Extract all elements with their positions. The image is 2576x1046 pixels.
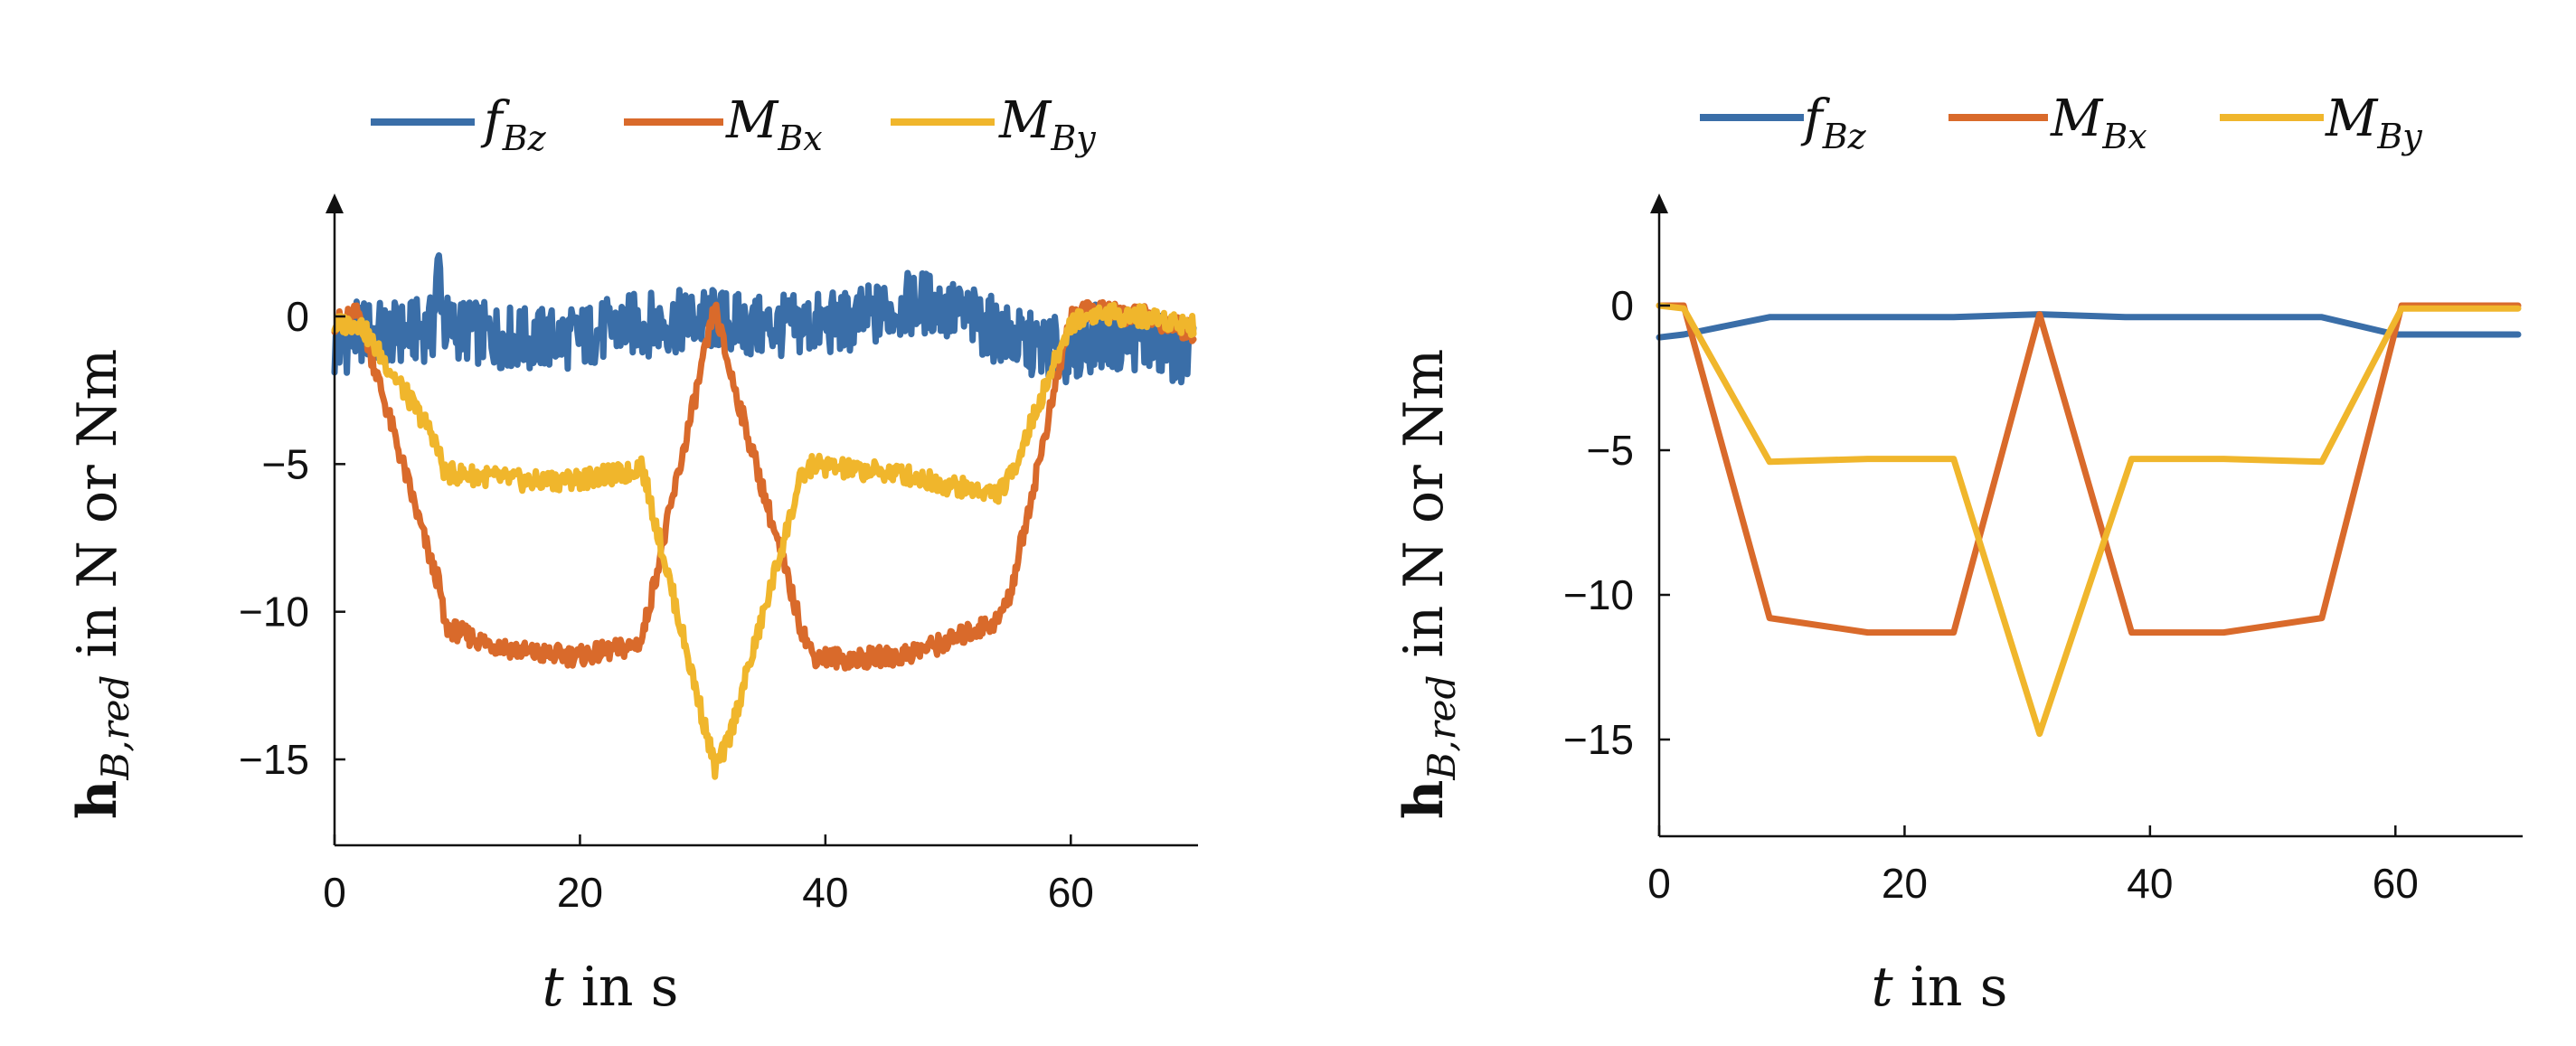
y-axis-arrow-icon: [326, 193, 344, 213]
y-tick-label: 0: [286, 293, 309, 340]
x-tick-label: 40: [802, 869, 848, 916]
series-line-m-by: [331, 301, 1197, 780]
axes: [326, 193, 1198, 847]
x-tick-label: 60: [1048, 869, 1094, 916]
legend-label: M: [998, 91, 1052, 150]
ticks: 0 −5 −10 −15 0 20 40 60: [239, 293, 1094, 916]
x-tick-label: 20: [557, 869, 603, 916]
svg-text:MBx: MBx: [725, 91, 823, 158]
x-tick-label: 60: [2373, 860, 2419, 907]
y-tick-label: −15: [239, 736, 309, 783]
x-axis-label: t in s: [1872, 956, 2008, 1019]
y-axis-arrow-icon: [1650, 193, 1668, 213]
y-tick-label: −10: [1563, 571, 1634, 618]
x-tick-label: 0: [1647, 860, 1671, 907]
right-chart: fBz MBx MBy hB,red in N or Nm t in s 0−5…: [1392, 90, 2523, 1019]
x-tick-label: 0: [323, 869, 346, 916]
y-tick-label: −15: [1563, 716, 1634, 763]
legend-label: M: [2050, 90, 2104, 148]
y-tick-label: −5: [262, 440, 309, 487]
plot-area: [1656, 302, 2522, 738]
y-axis-label: hB,red in N or Nm: [1392, 349, 1464, 820]
legend-label: M: [725, 91, 779, 150]
series-line-m-bx: [1656, 302, 2522, 636]
series-line-m-bx: [331, 298, 1197, 672]
y-tick-label: −5: [1587, 427, 1634, 474]
svg-text:fBz: fBz: [480, 91, 547, 158]
legend-entry: MBx: [1949, 90, 2147, 156]
plot-area: [331, 252, 1197, 780]
x-axis-label: t in s: [543, 956, 679, 1019]
legend-label: M: [2325, 90, 2379, 148]
svg-text:MBx: MBx: [2050, 90, 2147, 156]
x-tick-label: 40: [2127, 860, 2173, 907]
legend-label-sub: Bx: [2101, 117, 2147, 156]
legend-label-sub: By: [1050, 118, 1096, 158]
legend-entry: MBy: [891, 91, 1096, 158]
legend-entry: MBy: [2220, 90, 2422, 156]
series-line-m-by: [1656, 302, 2522, 738]
legend-label-sub: Bx: [777, 118, 822, 158]
y-tick-label: 0: [1610, 282, 1634, 329]
series-line-f-bz: [331, 252, 1197, 386]
y-axis-label: hB,red in N or Nm: [66, 349, 137, 820]
svg-text:MBy: MBy: [998, 91, 1096, 158]
legend: fBz MBx MBy: [371, 91, 1096, 158]
left-chart: fBz MBx MBy hB,red in N or Nm t in s 0−5…: [66, 91, 1198, 1019]
legend-label-sub: Bz: [502, 118, 547, 158]
legend-entry: fBz: [371, 91, 547, 158]
y-tick-label: −10: [239, 589, 309, 636]
legend-label-sub: Bz: [1822, 117, 1867, 156]
axes: [1650, 193, 2523, 838]
legend-entry: fBz: [1700, 90, 1867, 156]
legend-entry: MBx: [624, 91, 823, 158]
ticks: 0 −5 −10 −15 0 20 40 60: [1563, 282, 2419, 907]
legend-label-sub: By: [2376, 117, 2422, 156]
svg-text:fBz: fBz: [1800, 90, 1867, 156]
series-line-f-bz: [1656, 311, 2522, 341]
legend: fBz MBx MBy: [1700, 90, 2422, 156]
x-tick-label: 20: [1882, 860, 1928, 907]
svg-text:MBy: MBy: [2325, 90, 2422, 156]
